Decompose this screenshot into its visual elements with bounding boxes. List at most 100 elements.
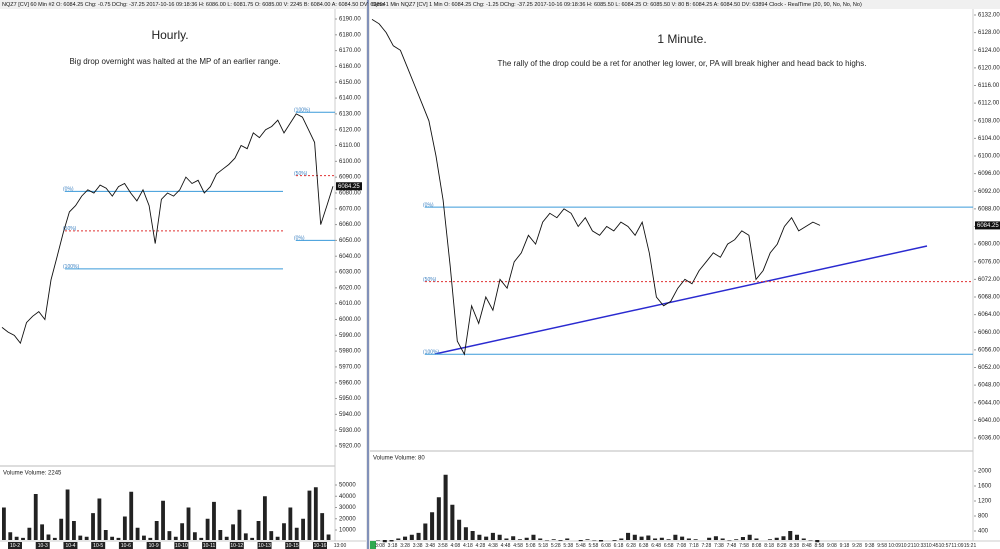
time-label: 3:38 bbox=[413, 543, 423, 549]
time-label: 10-4 bbox=[65, 543, 75, 549]
price-tick-label: 6100.00 bbox=[978, 154, 1000, 160]
time-label: 5:38 bbox=[563, 543, 573, 549]
time-box bbox=[229, 542, 244, 549]
last-price-box bbox=[975, 221, 1000, 230]
volume-bar bbox=[218, 530, 223, 540]
price-tick-label: 6080.00 bbox=[978, 242, 1000, 248]
volume-bar bbox=[524, 537, 529, 540]
time-label: 10-3 bbox=[38, 543, 48, 549]
left-subtitle: Big drop overnight was halted at the MP … bbox=[69, 57, 280, 66]
volume-bar bbox=[497, 534, 502, 540]
time-label: 10-2 bbox=[10, 543, 20, 549]
time-label: 10-15 bbox=[286, 543, 299, 549]
price-tick-label: 5930.00 bbox=[339, 428, 361, 434]
time-box bbox=[313, 542, 327, 549]
price-tick-label: 6140.00 bbox=[339, 96, 361, 102]
volume-bar bbox=[774, 537, 779, 540]
volume-bar bbox=[205, 518, 210, 540]
time-label: 4:08 bbox=[450, 543, 460, 549]
volume-bar bbox=[457, 519, 462, 540]
time-label: 9:08 bbox=[827, 543, 837, 549]
time-label: 10-6 bbox=[121, 543, 131, 549]
price-tick-label: 6060.00 bbox=[978, 330, 1000, 336]
time-box bbox=[63, 542, 78, 549]
time-label: 8:18 bbox=[764, 543, 774, 549]
volume-bar bbox=[167, 531, 172, 540]
volume-tick-label: 2000 bbox=[978, 469, 992, 475]
volume-bar bbox=[686, 538, 691, 540]
right-subtitle: The rally of the drop could be a ret for… bbox=[498, 59, 867, 68]
time-label: 5:58 bbox=[589, 543, 599, 549]
price-tick-label: 6064.00 bbox=[978, 312, 1000, 318]
volume-bar bbox=[801, 538, 806, 540]
left-volume-label: Volume Volume: 2245 bbox=[3, 471, 62, 477]
price-tick-label: 5950.00 bbox=[339, 396, 361, 402]
volume-bar bbox=[269, 531, 274, 540]
volume-bar bbox=[59, 518, 64, 540]
price-tick-label: 6036.00 bbox=[978, 436, 1000, 442]
time-box bbox=[285, 542, 300, 549]
volume-bar bbox=[231, 524, 235, 540]
volume-bar bbox=[396, 538, 401, 540]
volume-bar bbox=[148, 537, 153, 540]
price-tick-label: 6010.00 bbox=[339, 301, 361, 307]
last-price-label: 6084.25 bbox=[338, 184, 360, 190]
time-label: 6:08 bbox=[601, 543, 611, 549]
time-box bbox=[118, 542, 133, 549]
volume-bar bbox=[97, 498, 102, 540]
time-label: 7:28 bbox=[702, 543, 712, 549]
volume-bar bbox=[282, 523, 286, 540]
volume-bar bbox=[33, 494, 38, 540]
time-label: 10-11 bbox=[203, 543, 216, 549]
volume-bar bbox=[237, 509, 242, 540]
fib-label: (0%) bbox=[423, 202, 434, 208]
fib-label: (0%) bbox=[294, 236, 305, 242]
volume-bar bbox=[21, 537, 25, 540]
volume-bar bbox=[382, 540, 387, 543]
time-label: 3:18 bbox=[388, 543, 398, 549]
volume-bar bbox=[40, 524, 45, 540]
price-tick-label: 6170.00 bbox=[339, 48, 361, 54]
volume-bar bbox=[612, 540, 617, 541]
price-tick-label: 6092.00 bbox=[978, 189, 1000, 195]
time-label: 7:18 bbox=[689, 543, 699, 549]
volume-bar bbox=[409, 534, 414, 540]
price-tick-label: 5920.00 bbox=[339, 444, 361, 450]
time-label: 5:28 bbox=[551, 543, 561, 549]
fib-label: (50%) bbox=[423, 277, 437, 283]
volume-tick-label: 40000 bbox=[339, 494, 356, 500]
last-price-label: 6084.25 bbox=[977, 223, 999, 229]
volume-bar bbox=[135, 527, 140, 540]
time-label: 10-5 bbox=[93, 543, 103, 549]
panel-tab[interactable] bbox=[370, 541, 376, 549]
volume-tick-label: 1200 bbox=[978, 499, 992, 505]
price-tick-label: 6160.00 bbox=[339, 64, 361, 70]
volume-bar bbox=[504, 538, 509, 540]
volume-bar bbox=[511, 536, 516, 540]
right-title: 1 Minute. bbox=[657, 32, 706, 46]
volume-tick-label: 50000 bbox=[339, 483, 356, 489]
fib-label: (100%) bbox=[294, 108, 310, 114]
volume-bar bbox=[91, 513, 95, 540]
volume-bar bbox=[754, 538, 759, 540]
left-title: Hourly. bbox=[151, 28, 188, 42]
time-label: 9:38 bbox=[865, 543, 875, 549]
volume-bar bbox=[294, 527, 299, 540]
volume-bar bbox=[320, 513, 325, 540]
volume-bar bbox=[192, 532, 197, 540]
time-label: 4:58 bbox=[513, 543, 523, 549]
volume-tick-label: 10000 bbox=[339, 528, 356, 534]
price-tick-label: 6096.00 bbox=[978, 171, 1000, 177]
volume-bar bbox=[794, 534, 800, 540]
volume-bar bbox=[639, 536, 644, 540]
volume-bar bbox=[8, 532, 13, 540]
time-label: 7:08 bbox=[676, 543, 686, 549]
fib-label: (50%) bbox=[294, 171, 308, 177]
time-label: 10:21 bbox=[901, 543, 914, 549]
price-tick-label: 6040.00 bbox=[339, 254, 361, 260]
time-label: 4:18 bbox=[463, 543, 473, 549]
volume-tick-label: 20000 bbox=[339, 516, 356, 522]
time-label: 5:08 bbox=[526, 543, 536, 549]
price-tick-label: 6112.00 bbox=[978, 101, 1000, 107]
volume-bar bbox=[416, 532, 421, 540]
